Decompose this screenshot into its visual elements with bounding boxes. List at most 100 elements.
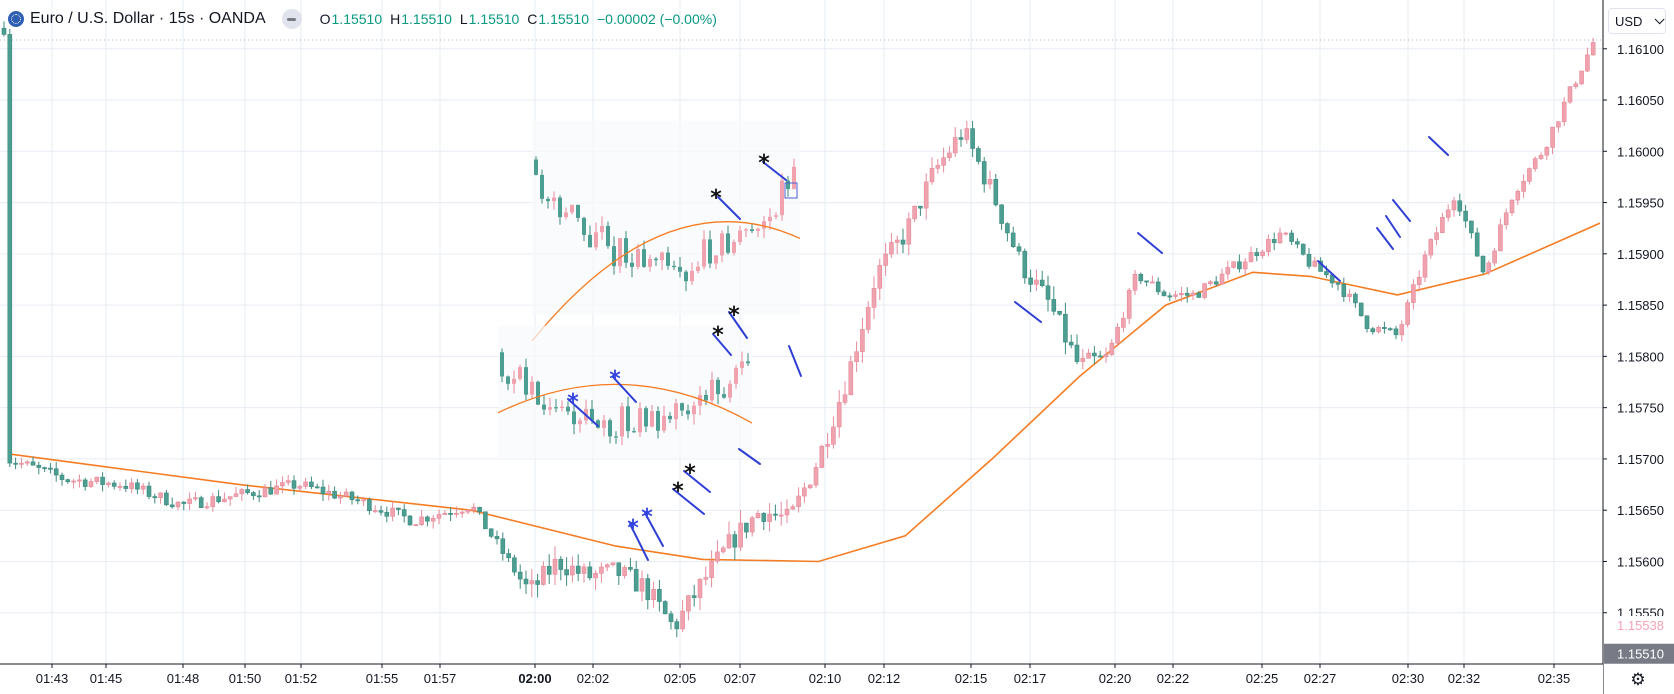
ghost-middle-candle (512, 378, 516, 384)
x-tick-label: 02:32 (1448, 671, 1481, 686)
candle-body (952, 137, 958, 154)
candle-body (581, 566, 587, 574)
candle-body (831, 426, 836, 445)
candle-body (541, 565, 546, 585)
x-tick-label: 02:05 (664, 671, 697, 686)
x-tick-label: 02:35 (1538, 671, 1571, 686)
candle-body (1161, 291, 1167, 297)
price-axis-bg (1603, 0, 1674, 694)
candle-body (1509, 199, 1515, 214)
ghost-middle-candle (506, 376, 510, 384)
candle-body (1492, 250, 1497, 264)
candle-body (1532, 158, 1538, 169)
ghost-middle-candle (662, 415, 666, 431)
annotation-stroke (717, 196, 741, 220)
ghost-upper-candle (558, 197, 562, 218)
ghost-upper-bg (532, 120, 800, 316)
candle-body (691, 595, 697, 598)
candle-body (761, 513, 767, 522)
annotation-stroke (1392, 199, 1411, 222)
x-tick-label: 01:45 (90, 671, 123, 686)
x-tick-label: 02:17 (1014, 671, 1047, 686)
candle-body (1353, 293, 1358, 304)
candle-body (169, 504, 175, 508)
ghost-upper-candle (696, 266, 700, 271)
candle-body (1016, 246, 1022, 252)
ghost-middle-candle (626, 406, 630, 432)
candle-body (1132, 273, 1138, 291)
ghost-middle-candle (632, 431, 636, 433)
candle-body (732, 534, 738, 548)
candle-body (222, 498, 227, 503)
ghost-middle-candle (650, 411, 654, 427)
candle-body (53, 468, 59, 476)
candle-body (94, 476, 100, 482)
candle-body (1225, 267, 1231, 275)
asterisk-mark: * (609, 367, 621, 392)
candle-body (193, 497, 198, 500)
candle-body (807, 484, 813, 489)
candle-body (1242, 261, 1248, 270)
gear-icon[interactable]: ⚙ (1630, 670, 1646, 689)
ghost-upper-candle (690, 270, 694, 282)
candle-body (1248, 252, 1254, 263)
candle-body (645, 578, 651, 601)
candle-body (941, 157, 946, 166)
candle-body (465, 509, 471, 513)
y-tick-label: 1.15850 (1617, 298, 1664, 313)
ghost-middle-candle (602, 420, 606, 428)
asterisk-mark: * (728, 303, 740, 328)
ghost-upper-candle (576, 204, 580, 218)
candle-body (1463, 210, 1468, 222)
candle-body (477, 506, 482, 513)
candle-body (912, 205, 917, 220)
candle-body (349, 491, 355, 501)
candle-body (396, 507, 401, 510)
candle-body (1109, 342, 1115, 355)
candle-body (1573, 83, 1579, 87)
collapse-legend-button[interactable] (281, 9, 302, 29)
ghost-middle-candle (638, 408, 642, 433)
candle-body (1486, 262, 1492, 273)
candle-body (216, 496, 221, 503)
candle-body (436, 514, 442, 519)
currency-dropdown[interactable]: USD (1608, 8, 1666, 34)
close-value: C1.15510 (527, 11, 589, 27)
ghost-middle-candle (710, 379, 714, 401)
ghost-upper-candle (792, 166, 796, 190)
y-tick-label: 1.16000 (1617, 144, 1664, 159)
annotation-stroke (683, 470, 711, 493)
candle-body (401, 509, 407, 517)
candle-body (1213, 281, 1219, 285)
candle-body (100, 476, 105, 485)
symbol-title[interactable]: Euro / U.S. Dollar · 15s · OANDA (30, 10, 266, 27)
candle-body (1138, 273, 1144, 282)
candle-body (1068, 341, 1074, 346)
candle-body (1579, 70, 1584, 85)
ghost-middle-candle (608, 420, 612, 437)
ghost-middle-candle (518, 367, 522, 379)
candle-body (900, 239, 906, 245)
ghost-middle-candle (728, 383, 732, 398)
candle-body (268, 487, 274, 495)
candle-body (1498, 224, 1503, 252)
candle-body (1208, 281, 1213, 284)
candle-body (1585, 54, 1590, 72)
y-tick-label: 1.15950 (1617, 196, 1664, 211)
candle-body (326, 490, 332, 494)
candle-body (558, 558, 564, 570)
candle-body (1, 27, 7, 35)
candle-body (796, 495, 801, 507)
candle-body (1440, 217, 1445, 234)
ghost-upper-candle (726, 233, 730, 253)
asterisk-mark: * (710, 186, 722, 211)
candle-body (720, 547, 726, 553)
x-tick-label: 02:27 (1304, 671, 1337, 686)
candle-body (680, 610, 685, 630)
candle-body (726, 534, 732, 549)
candle-body (778, 514, 784, 517)
y-tick-label: 1.15700 (1617, 452, 1664, 467)
ghost-upper-candle (750, 229, 754, 231)
candle-body (1184, 293, 1190, 296)
